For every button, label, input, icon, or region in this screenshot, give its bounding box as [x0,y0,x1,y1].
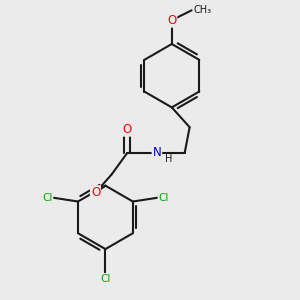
Text: O: O [91,186,100,199]
Text: Cl: Cl [42,193,52,202]
Text: O: O [167,14,176,27]
Text: Cl: Cl [158,193,169,202]
Text: O: O [123,123,132,136]
Text: Cl: Cl [100,274,111,284]
Text: CH₃: CH₃ [194,5,212,15]
Text: H: H [165,154,172,164]
Text: N: N [153,146,161,160]
